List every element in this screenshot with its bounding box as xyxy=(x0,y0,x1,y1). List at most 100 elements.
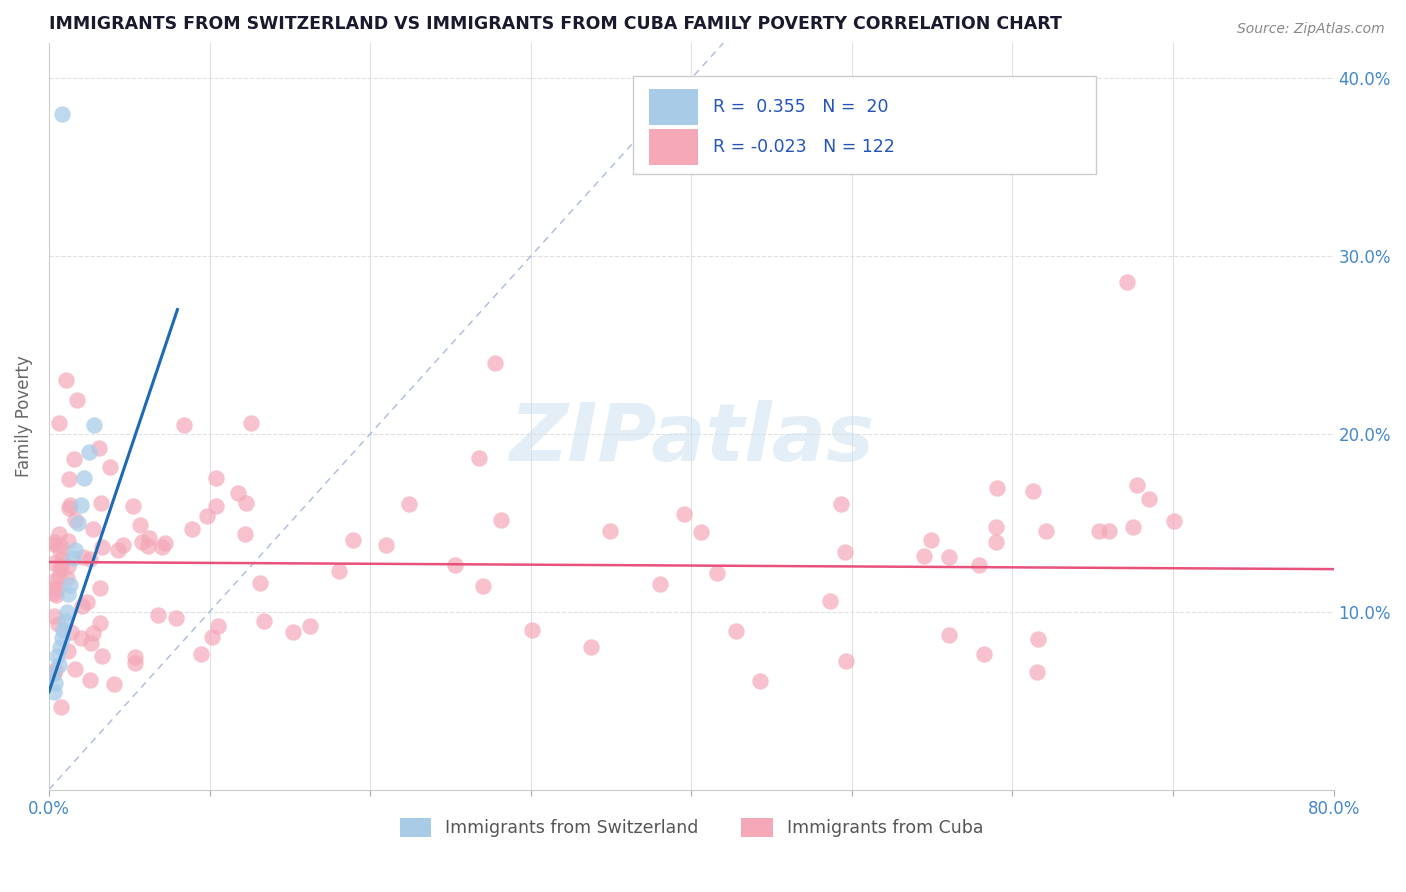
Point xyxy=(80,636,103,650)
Point xyxy=(195,508,218,523)
Point xyxy=(986,520,1008,534)
Point xyxy=(205,471,228,485)
Point xyxy=(239,417,262,431)
FancyBboxPatch shape xyxy=(634,77,1095,174)
Point xyxy=(724,624,747,638)
Point xyxy=(579,640,602,654)
Point xyxy=(920,533,942,547)
Point xyxy=(70,498,93,512)
Point xyxy=(89,615,111,630)
Point xyxy=(77,444,100,458)
Point xyxy=(131,535,153,549)
FancyBboxPatch shape xyxy=(650,89,697,125)
Text: R = -0.023   N = 122: R = -0.023 N = 122 xyxy=(713,137,896,156)
Point xyxy=(83,418,105,433)
Point xyxy=(42,557,65,571)
Point xyxy=(69,631,91,645)
Point xyxy=(967,558,990,572)
Point xyxy=(173,418,195,433)
Point xyxy=(1098,524,1121,539)
Point xyxy=(65,513,87,527)
Point xyxy=(938,628,960,642)
Point xyxy=(49,640,72,655)
Point xyxy=(63,542,86,557)
Point xyxy=(58,587,80,601)
Point xyxy=(984,535,1007,549)
Point xyxy=(1035,524,1057,538)
Point xyxy=(484,356,506,370)
Point xyxy=(44,574,66,589)
Point xyxy=(375,538,398,552)
Point xyxy=(41,667,63,681)
Point xyxy=(1021,483,1043,498)
Point xyxy=(62,452,84,467)
Point xyxy=(82,522,104,536)
Point xyxy=(136,539,159,553)
Point xyxy=(342,533,364,547)
Text: ZIPatlas: ZIPatlas xyxy=(509,400,873,477)
Point xyxy=(82,625,104,640)
Point xyxy=(153,535,176,549)
Point xyxy=(51,107,73,121)
Point xyxy=(46,582,69,597)
Point xyxy=(181,522,204,536)
Point xyxy=(107,543,129,558)
Point xyxy=(48,569,70,583)
Point xyxy=(76,594,98,608)
Point xyxy=(66,516,89,530)
Point xyxy=(52,623,75,637)
Point xyxy=(58,559,80,574)
Point xyxy=(49,562,72,576)
Point xyxy=(53,614,76,628)
Point xyxy=(673,507,696,521)
Point xyxy=(42,537,65,551)
Point xyxy=(73,471,96,485)
Point xyxy=(42,685,65,699)
Point xyxy=(111,538,134,552)
Point xyxy=(91,540,114,554)
Point xyxy=(72,549,94,564)
Point xyxy=(48,526,70,541)
Point xyxy=(58,644,80,658)
Point xyxy=(79,552,101,566)
Point xyxy=(648,577,671,591)
Point xyxy=(830,497,852,511)
Point xyxy=(121,499,143,513)
Point xyxy=(51,632,73,646)
Point xyxy=(471,579,494,593)
Point xyxy=(444,558,467,572)
Point xyxy=(98,459,121,474)
Point xyxy=(42,534,65,549)
Point xyxy=(249,576,271,591)
Point xyxy=(42,586,65,600)
Point xyxy=(1026,632,1049,647)
Point xyxy=(207,619,229,633)
Point xyxy=(938,550,960,565)
Point xyxy=(138,532,160,546)
Point xyxy=(522,624,544,638)
Point xyxy=(90,648,112,663)
Point xyxy=(51,552,73,566)
Point xyxy=(42,609,65,624)
Point xyxy=(253,614,276,628)
Point xyxy=(56,534,79,549)
Point xyxy=(201,631,224,645)
Point xyxy=(398,497,420,511)
Point xyxy=(1115,275,1137,289)
Point xyxy=(235,496,257,510)
Point xyxy=(46,616,69,631)
Point xyxy=(973,648,995,662)
Point xyxy=(44,676,66,690)
Point xyxy=(328,564,350,578)
Point xyxy=(489,512,512,526)
Point xyxy=(204,499,226,513)
Legend: Immigrants from Switzerland, Immigrants from Cuba: Immigrants from Switzerland, Immigrants … xyxy=(399,818,983,837)
Point xyxy=(912,549,935,563)
Point xyxy=(281,624,304,639)
Point xyxy=(60,624,83,639)
Point xyxy=(1139,491,1161,506)
Point xyxy=(706,566,728,580)
Point xyxy=(70,599,93,614)
Point xyxy=(124,649,146,664)
Point xyxy=(468,450,491,465)
